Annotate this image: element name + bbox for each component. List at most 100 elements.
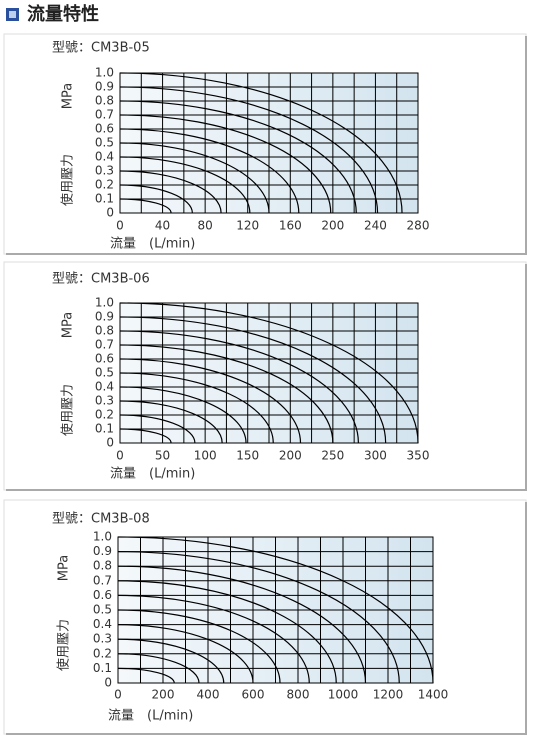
flow-curve <box>119 142 270 214</box>
y-tick-label: 0.5 <box>95 366 114 380</box>
flow-curve <box>119 198 172 214</box>
flow-curve <box>119 428 172 444</box>
y-tick-label: 0 <box>104 676 112 690</box>
x-tick-label: 120 <box>236 219 259 233</box>
x-tick-label: 350 <box>407 449 430 463</box>
y-tick-label: 0.6 <box>93 588 112 602</box>
x-tick-label: 200 <box>279 449 302 463</box>
y-tick-label: 0.8 <box>95 324 114 338</box>
flow-curve <box>119 400 223 444</box>
y-tick-label: 0.3 <box>95 394 114 408</box>
flow-curve <box>119 372 274 444</box>
page-title: 流量特性 <box>27 3 99 25</box>
x-tick-label: 240 <box>364 219 387 233</box>
flow-curve <box>119 302 419 444</box>
y-tick-label: 0.8 <box>95 94 114 108</box>
flow-curve <box>117 536 434 684</box>
y-axis-label: 使用壓力 <box>56 619 72 671</box>
y-tick-label: 0.5 <box>95 136 114 150</box>
flow-curve <box>119 414 196 444</box>
x-axis-label: 流量 (L/min) <box>110 467 195 482</box>
y-tick-label: 0 <box>106 206 114 220</box>
panel-frames <box>3 33 527 735</box>
y-tick-label: 0.2 <box>93 646 112 660</box>
flow-curve <box>119 344 334 444</box>
x-tick-label: 200 <box>152 688 175 702</box>
flow-curve <box>117 580 337 684</box>
flow-curve <box>119 72 403 214</box>
y-axis-unit: MPa <box>57 555 72 581</box>
flow-curve <box>119 86 379 214</box>
flow-curve <box>117 565 367 684</box>
flow-curve <box>117 551 400 684</box>
y-tick-label: 1.0 <box>95 296 114 310</box>
x-tick-label: 50 <box>155 449 170 463</box>
x-tick-label: 0 <box>116 449 124 463</box>
y-tick-label: 0.1 <box>93 661 112 675</box>
y-tick-label: 0 <box>106 436 114 450</box>
y-tick-label: 0.9 <box>93 544 112 558</box>
y-axis-unit: MPa <box>61 312 76 338</box>
y-tick-label: 0.4 <box>93 617 112 631</box>
flow-curve <box>119 358 302 444</box>
y-tick-label: 0.7 <box>95 108 114 122</box>
y-tick-label: 1.0 <box>93 530 112 544</box>
flow-curve <box>117 638 225 684</box>
flow-curve <box>117 594 310 684</box>
flow-curve <box>117 667 175 684</box>
flow-curve <box>119 128 300 214</box>
title-icon-inner <box>9 11 16 18</box>
x-tick-label: 300 <box>364 449 387 463</box>
y-tick-label: 0.8 <box>93 559 112 573</box>
x-tick-label: 0 <box>114 688 122 702</box>
x-tick-label: 250 <box>321 449 344 463</box>
x-tick-label: 80 <box>198 219 213 233</box>
y-tick-label: 1.0 <box>95 66 114 80</box>
y-tick-label: 0.3 <box>95 164 114 178</box>
flow-curve <box>119 100 357 214</box>
x-tick-label: 40 <box>155 219 170 233</box>
y-tick-label: 0.1 <box>95 422 114 436</box>
x-tick-label: 400 <box>197 688 220 702</box>
y-tick-label: 0.3 <box>93 632 112 646</box>
y-tick-label: 0.2 <box>95 178 114 192</box>
x-axis-label: 流量 (L/min) <box>110 237 195 252</box>
model-label: 型號：CM3B-08 <box>52 512 150 527</box>
x-tick-label: 1400 <box>418 688 449 702</box>
x-tick-label: 280 <box>407 219 430 233</box>
flow-curve <box>119 386 247 444</box>
y-tick-label: 0.6 <box>95 352 114 366</box>
x-tick-label: 1200 <box>373 688 404 702</box>
y-tick-label: 0.9 <box>95 310 114 324</box>
y-tick-label: 0.7 <box>95 338 114 352</box>
x-tick-label: 100 <box>194 449 217 463</box>
y-tick-label: 0.2 <box>95 408 114 422</box>
x-tick-label: 200 <box>321 219 344 233</box>
flow-curve <box>119 330 359 444</box>
model-label: 型號：CM3B-06 <box>52 272 150 287</box>
y-tick-label: 0.6 <box>95 122 114 136</box>
y-axis-unit: MPa <box>61 83 76 109</box>
y-tick-label: 0.7 <box>93 573 112 587</box>
y-tick-label: 0.4 <box>95 380 114 394</box>
x-tick-label: 0 <box>116 219 124 233</box>
model-label: 型號：CM3B-05 <box>52 41 150 56</box>
flow-curve <box>117 653 200 684</box>
y-axis-label: 使用壓力 <box>60 384 76 436</box>
y-tick-label: 0.4 <box>95 150 114 164</box>
flow-curve <box>119 170 222 214</box>
flow-curve <box>119 156 251 214</box>
flow-curve <box>119 316 387 444</box>
flow-curve <box>117 609 281 684</box>
x-tick-label: 600 <box>242 688 265 702</box>
x-tick-label: 160 <box>279 219 302 233</box>
flow-curve <box>117 624 254 684</box>
y-tick-label: 0.1 <box>95 192 114 206</box>
x-tick-label: 800 <box>287 688 310 702</box>
flow-curve <box>119 114 332 214</box>
y-tick-label: 0.9 <box>95 80 114 94</box>
x-tick-label: 1000 <box>328 688 359 702</box>
flow-curve <box>119 184 193 214</box>
y-tick-label: 0.5 <box>93 603 112 617</box>
